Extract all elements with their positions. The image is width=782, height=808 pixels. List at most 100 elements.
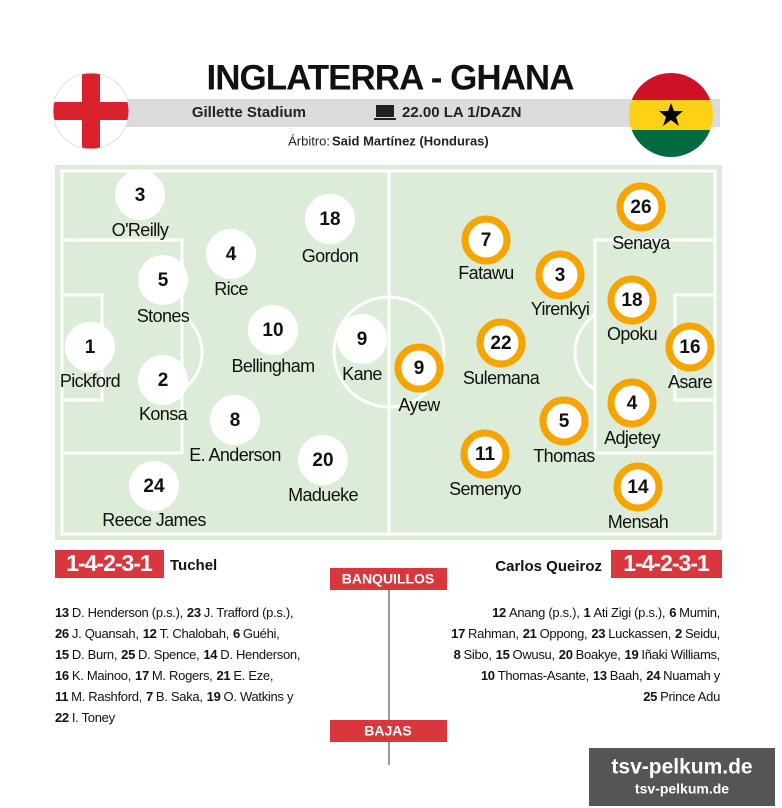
player-name: Kane [342, 364, 382, 384]
player-name: Stones [137, 306, 190, 326]
player-name: Rice [214, 279, 248, 299]
bench-name: Boakye, [576, 647, 621, 662]
watermark-box [589, 748, 775, 806]
player-number: 14 [627, 477, 649, 498]
player-name: Thomas [533, 446, 595, 466]
player: 16 Asare [665, 322, 715, 392]
away-coach: Carlos Queiroz [495, 558, 602, 575]
bench-line: 17 Rahman, 21 Oppong, 23 Luckassen, 2 Seidu, [451, 626, 720, 641]
player-number: 10 [262, 320, 283, 341]
bench-name: Prince Adu [660, 689, 720, 704]
player-number: 5 [158, 270, 169, 291]
player: 24 Reece James [102, 461, 207, 530]
bench-number: 7 [146, 689, 153, 704]
player: 4 Adjetey [604, 378, 661, 448]
player-name: O'Reilly [112, 220, 169, 240]
referee-label: Árbitro: [288, 133, 330, 148]
bench-name: T. Chalobah, [160, 626, 229, 641]
player-marker [248, 305, 298, 355]
bench-number: 1 [584, 605, 591, 620]
bench-number: 11 [55, 689, 68, 704]
bench-number: 15 [496, 647, 510, 662]
player-marker [138, 355, 188, 405]
bench-name: Mumin, [679, 605, 720, 620]
broadcast: 22.00 LA 1/DAZN [402, 104, 521, 121]
bench-name: Seidu, [685, 626, 720, 641]
player: 26 Senaya [612, 182, 672, 253]
bench-number: 21 [216, 668, 230, 683]
player: 14 Mensah [608, 462, 669, 532]
player-name: Madueke [288, 485, 358, 505]
player-marker [476, 318, 526, 368]
player-marker [129, 461, 179, 511]
bench-name: Nuamah y [663, 668, 721, 683]
bench-number: 17 [135, 668, 149, 683]
player: 11 Semenyo [449, 429, 522, 499]
bench-number: 12 [143, 626, 157, 641]
player-marker [298, 435, 348, 485]
player-number: 9 [414, 358, 425, 379]
player-marker [535, 250, 585, 300]
home-formation: 1-4-2-3-1 [66, 550, 153, 576]
player-name: Semenyo [449, 479, 521, 499]
player-marker [539, 396, 589, 446]
player-number: 3 [135, 185, 146, 206]
player: 5 Stones [137, 255, 190, 326]
player: 20 Madueke [288, 435, 359, 505]
player: 22 Sulemana [463, 318, 541, 388]
bench-name: Guéhi, [243, 626, 280, 641]
away-formation-box [611, 550, 722, 578]
bench-number: 10 [481, 668, 495, 683]
bench-number: 13 [593, 668, 607, 683]
bench-name: B. Saka, [156, 689, 203, 704]
player-number: 20 [312, 450, 333, 471]
absences-label-box [330, 720, 447, 742]
bench-name: Iñaki Williams, [641, 647, 720, 662]
player-number: 24 [143, 476, 165, 497]
player-marker [138, 255, 188, 305]
home-coach: Tuchel [170, 557, 217, 574]
bench-number: 15 [55, 647, 69, 662]
player-marker [460, 429, 510, 479]
player-name: Adjetey [604, 428, 660, 448]
bench-number: 24 [646, 668, 661, 683]
bench-number: 19 [207, 689, 221, 704]
player: 2 Konsa [138, 355, 189, 424]
player: 10 Bellingham [231, 305, 315, 376]
away-formation: 1-4-2-3-1 [623, 550, 710, 576]
player-name: Senaya [612, 233, 671, 253]
player-marker [394, 343, 444, 393]
player: 18 Opoku [607, 275, 658, 344]
bench-number: 21 [523, 626, 537, 641]
bench-name: O. Watkins y [224, 689, 294, 704]
player: 9 Kane [337, 314, 387, 384]
bench-line: 25 Prince Adu [643, 689, 720, 704]
bench-name: Rahman, [468, 626, 519, 641]
bench-label: BANQUILLOS [342, 571, 435, 587]
player-number: 7 [481, 230, 492, 251]
bench-number: 23 [187, 605, 201, 620]
player-number: 5 [559, 411, 570, 432]
bench-line: 10 Thomas-Asante, 13 Baah, 24 Nuamah y [481, 668, 721, 683]
bench-name: I. Toney [72, 710, 116, 725]
bench-line: 11 M. Rashford, 7 B. Saka, 19 O. Watkins y [55, 689, 294, 704]
bench-number: 22 [55, 710, 69, 725]
player-marker [206, 229, 256, 279]
bench-name: Baah, [610, 668, 642, 683]
player: 18 Gordon [302, 194, 359, 266]
player: 1 Pickford [60, 322, 121, 391]
bench-number: 19 [625, 647, 639, 662]
player-number: 26 [630, 197, 651, 218]
player-number: 4 [627, 393, 638, 414]
player-name: Bellingham [231, 356, 314, 376]
tv-icon [374, 105, 396, 120]
bench-number: 25 [121, 647, 135, 662]
watermark: tsv-pelkum.de [611, 756, 752, 779]
bench-line: 8 Sibo, 15 Owusu, 20 Boakye, 19 Iñaki Williams, [454, 647, 720, 662]
player-marker [461, 215, 511, 265]
bench-line: 13 D. Henderson (p.s.), 23 J. Trafford (p.s… [55, 605, 293, 620]
bench-name: J. Trafford (p.s.), [204, 605, 293, 620]
player-marker [115, 170, 165, 220]
player-number: 18 [621, 290, 642, 311]
